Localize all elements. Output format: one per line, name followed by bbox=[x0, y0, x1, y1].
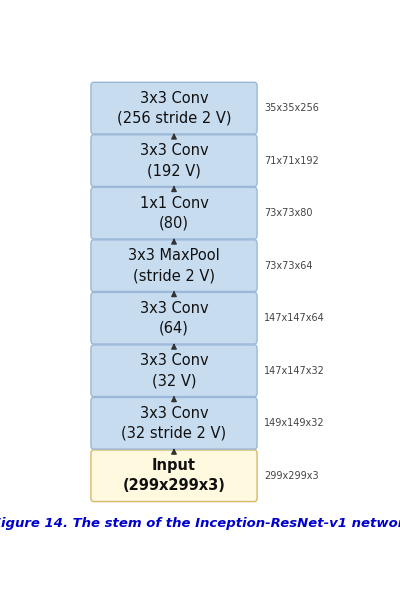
Text: Input
(299x299x3): Input (299x299x3) bbox=[122, 459, 226, 493]
Text: 3x3 Conv
(192 V): 3x3 Conv (192 V) bbox=[140, 143, 208, 178]
FancyBboxPatch shape bbox=[91, 135, 257, 186]
Text: 3x3 MaxPool
(stride 2 V): 3x3 MaxPool (stride 2 V) bbox=[128, 248, 220, 283]
FancyBboxPatch shape bbox=[91, 397, 257, 449]
FancyBboxPatch shape bbox=[91, 345, 257, 397]
FancyBboxPatch shape bbox=[91, 240, 257, 291]
Text: 299x299x3: 299x299x3 bbox=[264, 471, 318, 481]
FancyBboxPatch shape bbox=[91, 188, 257, 239]
Text: 73x73x80: 73x73x80 bbox=[264, 208, 312, 218]
Text: 149x149x32: 149x149x32 bbox=[264, 418, 324, 429]
Text: 71x71x192: 71x71x192 bbox=[264, 156, 319, 166]
FancyBboxPatch shape bbox=[91, 82, 257, 134]
Text: 35x35x256: 35x35x256 bbox=[264, 103, 319, 113]
Text: 1x1 Conv
(80): 1x1 Conv (80) bbox=[140, 196, 208, 231]
Text: 3x3 Conv
(64): 3x3 Conv (64) bbox=[140, 300, 208, 335]
Text: 3x3 Conv
(32 V): 3x3 Conv (32 V) bbox=[140, 353, 208, 388]
Text: 3x3 Conv
(256 stride 2 V): 3x3 Conv (256 stride 2 V) bbox=[117, 91, 231, 126]
FancyBboxPatch shape bbox=[91, 293, 257, 344]
Text: 73x73x64: 73x73x64 bbox=[264, 261, 312, 270]
Text: 3x3 Conv
(32 stride 2 V): 3x3 Conv (32 stride 2 V) bbox=[122, 406, 226, 441]
FancyBboxPatch shape bbox=[91, 450, 257, 502]
Text: Figure 14. The stem of the Inception-ResNet-v1 network.: Figure 14. The stem of the Inception-Res… bbox=[0, 517, 400, 530]
Text: 147x147x64: 147x147x64 bbox=[264, 313, 325, 323]
Text: 147x147x32: 147x147x32 bbox=[264, 366, 325, 376]
